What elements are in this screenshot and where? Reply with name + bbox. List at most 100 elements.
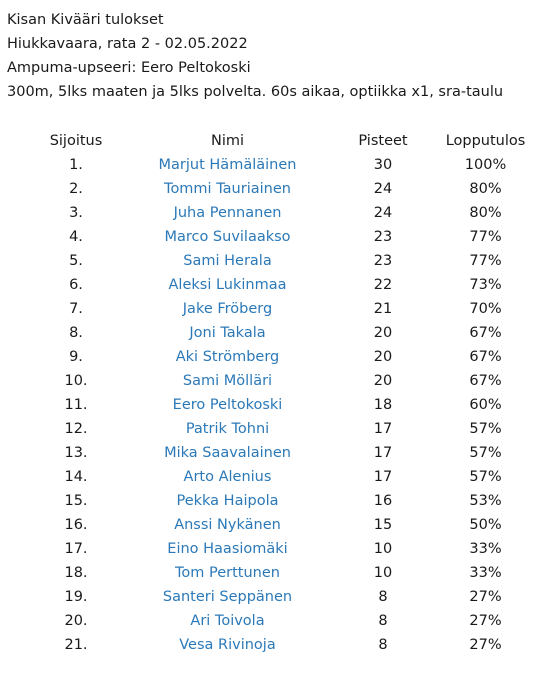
table-row: 8. Joni Takala 20 67% xyxy=(35,321,543,345)
table-row: 11. Eero Peltokoski 18 60% xyxy=(35,393,543,417)
rank-cell: 17. xyxy=(64,541,88,557)
name-cell: Juha Pennanen xyxy=(117,201,338,225)
score-cell: 15 xyxy=(373,517,393,533)
table-row: 18. Tom Perttunen 10 33% xyxy=(35,561,543,585)
shooter-name-link[interactable]: Santeri Seppänen xyxy=(162,589,293,605)
shooter-name-link[interactable]: Pekka Haipola xyxy=(176,493,279,509)
score-cell: 17 xyxy=(373,469,393,485)
score-cell: 23 xyxy=(373,229,393,245)
name-cell: Pekka Haipola xyxy=(117,489,338,513)
result-cell: 70% xyxy=(469,301,502,317)
rank-cell: 10. xyxy=(64,373,88,389)
shooter-name-link[interactable]: Marjut Hämäläinen xyxy=(158,157,297,173)
table-row: 10. Sami Mölläri 20 67% xyxy=(35,369,543,393)
result-cell: 67% xyxy=(469,373,502,389)
shooter-name-link[interactable]: Eino Haasiomäki xyxy=(167,541,288,557)
result-cell: 33% xyxy=(469,565,502,581)
column-header-score: Pisteet xyxy=(358,133,408,149)
result-cell: 57% xyxy=(469,421,502,437)
shooter-name-link[interactable]: Marco Suvilaakso xyxy=(164,229,291,245)
table-header-row: Sijoitus Nimi Pisteet Lopputulos xyxy=(35,129,543,153)
score-cell: 8 xyxy=(378,637,388,653)
results-header: Kisan Kivääri tulokset Hiukkavaara, rata… xyxy=(7,8,503,104)
shooter-name-link[interactable]: Sami Herala xyxy=(183,253,272,269)
table-row: 2. Tommi Tauriainen 24 80% xyxy=(35,177,543,201)
table-row: 5. Sami Herala 23 77% xyxy=(35,249,543,273)
rank-cell: 3. xyxy=(69,205,83,221)
shooter-name-link[interactable]: Joni Takala xyxy=(189,325,266,341)
name-cell: Tom Perttunen xyxy=(117,561,338,585)
score-cell: 23 xyxy=(373,253,393,269)
score-cell: 16 xyxy=(373,493,393,509)
score-cell: 20 xyxy=(373,373,393,389)
table-row: 19. Santeri Seppänen 8 27% xyxy=(35,585,543,609)
score-cell: 24 xyxy=(373,205,393,221)
shooter-name-link[interactable]: Arto Alenius xyxy=(183,469,272,485)
result-cell: 27% xyxy=(469,613,502,629)
rank-cell: 6. xyxy=(69,277,83,293)
shooter-name-link[interactable]: Mika Saavalainen xyxy=(164,445,291,461)
result-cell: 27% xyxy=(469,637,502,653)
result-cell: 80% xyxy=(469,205,502,221)
score-cell: 17 xyxy=(373,421,393,437)
shooter-name-link[interactable]: Aki Strömberg xyxy=(175,349,280,365)
results-table: Sijoitus Nimi Pisteet Lopputulos 1. Marju… xyxy=(35,129,543,657)
result-cell: 67% xyxy=(469,325,502,341)
rank-cell: 8. xyxy=(69,325,83,341)
score-cell: 17 xyxy=(373,445,393,461)
rank-cell: 13. xyxy=(64,445,88,461)
score-cell: 22 xyxy=(373,277,393,293)
score-cell: 18 xyxy=(373,397,393,413)
table-row: 17. Eino Haasiomäki 10 33% xyxy=(35,537,543,561)
result-cell: 60% xyxy=(469,397,502,413)
name-cell: Anssi Nykänen xyxy=(117,513,338,537)
score-cell: 20 xyxy=(373,325,393,341)
shooter-name-link[interactable]: Juha Pennanen xyxy=(173,205,282,221)
table-row: 4. Marco Suvilaakso 23 77% xyxy=(35,225,543,249)
score-cell: 10 xyxy=(373,565,393,581)
rank-cell: 16. xyxy=(64,517,88,533)
shooter-name-link[interactable]: Vesa Rivinoja xyxy=(179,637,276,653)
column-header-rank: Sijoitus xyxy=(49,133,103,149)
result-cell: 57% xyxy=(469,469,502,485)
result-cell: 77% xyxy=(469,229,502,245)
rank-cell: 18. xyxy=(64,565,88,581)
rank-cell: 5. xyxy=(69,253,83,269)
range-officer: Ampuma-upseeri: Eero Peltokoski xyxy=(7,60,251,76)
score-cell: 10 xyxy=(373,541,393,557)
table-row: 15. Pekka Haipola 16 53% xyxy=(35,489,543,513)
name-cell: Sami Mölläri xyxy=(117,369,338,393)
shooter-name-link[interactable]: Tom Perttunen xyxy=(175,565,280,581)
name-cell: Marco Suvilaakso xyxy=(117,225,338,249)
result-cell: 50% xyxy=(469,517,502,533)
name-cell: Eero Peltokoski xyxy=(117,393,338,417)
name-cell: Joni Takala xyxy=(117,321,338,345)
table-row: 1. Marjut Hämäläinen 30 100% xyxy=(35,153,543,177)
result-cell: 77% xyxy=(469,253,502,269)
shooter-name-link[interactable]: Sami Mölläri xyxy=(182,373,273,389)
result-cell: 80% xyxy=(469,181,502,197)
result-cell: 100% xyxy=(464,157,507,173)
shooter-name-link[interactable]: Aleksi Lukinmaa xyxy=(168,277,287,293)
shooter-name-link[interactable]: Ari Toivola xyxy=(190,613,265,629)
shooter-name-link[interactable]: Patrik Tohni xyxy=(185,421,270,437)
name-cell: Tommi Tauriainen xyxy=(117,177,338,201)
name-cell: Patrik Tohni xyxy=(117,417,338,441)
score-cell: 30 xyxy=(373,157,393,173)
shooter-name-link[interactable]: Eero Peltokoski xyxy=(172,397,283,413)
rank-cell: 1. xyxy=(69,157,83,173)
result-cell: 57% xyxy=(469,445,502,461)
name-cell: Mika Saavalainen xyxy=(117,441,338,465)
column-header-name: Nimi xyxy=(210,133,245,149)
name-cell: Arto Alenius xyxy=(117,465,338,489)
rank-cell: 20. xyxy=(64,613,88,629)
name-cell: Vesa Rivinoja xyxy=(117,633,338,657)
table-row: 21. Vesa Rivinoja 8 27% xyxy=(35,633,543,657)
shooter-name-link[interactable]: Tommi Tauriainen xyxy=(164,181,291,197)
table-row: 16. Anssi Nykänen 15 50% xyxy=(35,513,543,537)
name-cell: Santeri Seppänen xyxy=(117,585,338,609)
shooter-name-link[interactable]: Jake Fröberg xyxy=(182,301,273,317)
score-cell: 24 xyxy=(373,181,393,197)
shooter-name-link[interactable]: Anssi Nykänen xyxy=(174,517,281,533)
column-header-result: Lopputulos xyxy=(445,133,526,149)
